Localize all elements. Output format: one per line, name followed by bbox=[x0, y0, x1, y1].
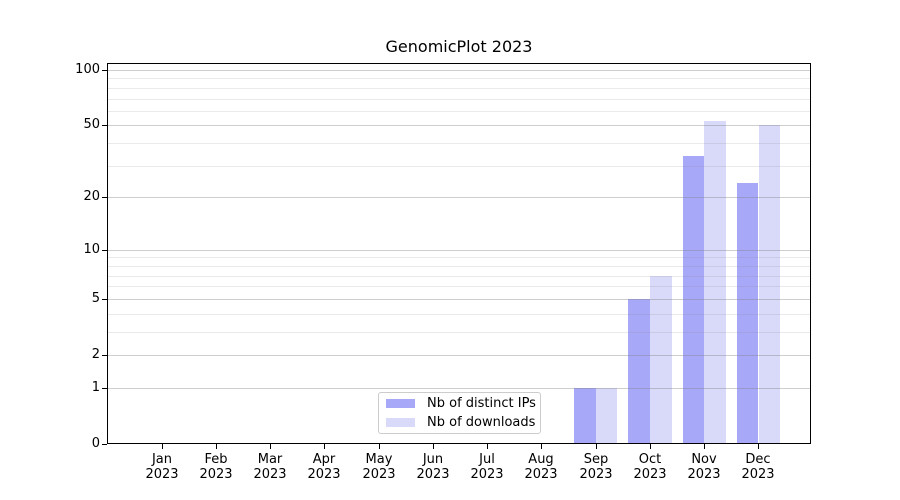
bar-distinct-ips-sep bbox=[574, 387, 596, 444]
y-tickmark bbox=[102, 125, 107, 126]
x-tick-label-may: May 2023 bbox=[362, 452, 396, 482]
legend-entry-distinct-ips: Nb of distinct IPs bbox=[386, 396, 536, 411]
y-tickmark bbox=[102, 299, 107, 300]
x-tick-label-oct: Oct 2023 bbox=[633, 452, 667, 482]
x-tickmark bbox=[270, 444, 271, 449]
minor-gridline bbox=[107, 165, 811, 167]
x-tick-label-sep: Sep 2023 bbox=[579, 452, 613, 482]
y-tickmark bbox=[102, 355, 107, 356]
minor-gridline bbox=[107, 275, 811, 277]
major-gridline bbox=[107, 197, 811, 199]
y-tick-label: 50 bbox=[83, 117, 100, 132]
bar-downloads-nov bbox=[704, 120, 726, 444]
minor-gridline bbox=[107, 265, 811, 267]
minor-gridline bbox=[107, 257, 811, 259]
minor-gridline bbox=[107, 143, 811, 145]
y-tick-label: 5 bbox=[91, 291, 100, 306]
y-tickmark bbox=[102, 444, 107, 445]
y-tick-label: 2 bbox=[91, 347, 100, 362]
x-tick-label-aug: Aug 2023 bbox=[524, 452, 558, 482]
major-gridline bbox=[107, 70, 811, 71]
minor-gridline bbox=[107, 331, 811, 333]
x-tick-label-nov: Nov 2023 bbox=[687, 452, 721, 482]
y-tick-label: 10 bbox=[83, 242, 100, 257]
major-gridline bbox=[107, 249, 811, 251]
y-tick-label: 100 bbox=[75, 62, 100, 77]
major-gridline bbox=[107, 387, 811, 389]
x-tick-label-apr: Apr 2023 bbox=[307, 452, 341, 482]
y-tickmark bbox=[102, 70, 107, 71]
x-tick-label-jun: Jun 2023 bbox=[416, 452, 450, 482]
bar-downloads-oct bbox=[649, 275, 672, 444]
minor-gridline bbox=[107, 98, 811, 100]
minor-gridline bbox=[107, 313, 811, 315]
major-gridline bbox=[107, 125, 811, 127]
minor-gridline bbox=[107, 110, 811, 112]
x-tick-label-jan: Jan 2023 bbox=[145, 452, 179, 482]
y-tick-label: 20 bbox=[83, 189, 100, 204]
x-tickmark bbox=[216, 444, 217, 449]
x-tickmark bbox=[704, 444, 705, 449]
minor-gridline bbox=[107, 286, 811, 288]
x-tickmark bbox=[650, 444, 651, 449]
x-tickmark bbox=[596, 444, 597, 449]
legend-swatch-downloads bbox=[386, 418, 415, 427]
x-tick-label-dec: Dec 2023 bbox=[741, 452, 775, 482]
y-tickmark bbox=[102, 388, 107, 389]
plot-area bbox=[107, 63, 811, 444]
bar-downloads-dec bbox=[758, 125, 781, 444]
major-gridline bbox=[107, 298, 811, 300]
x-tickmark bbox=[379, 444, 380, 449]
x-tickmark bbox=[758, 444, 759, 449]
legend-label-downloads: Nb of downloads bbox=[427, 415, 536, 430]
y-tickmark bbox=[102, 197, 107, 198]
legend: Nb of distinct IPs Nb of downloads bbox=[378, 392, 541, 434]
minor-gridline bbox=[107, 87, 811, 89]
x-tick-label-feb: Feb 2023 bbox=[199, 452, 233, 482]
x-tick-label-jul: Jul 2023 bbox=[470, 452, 504, 482]
bar-distinct-ips-nov bbox=[682, 155, 705, 444]
legend-swatch-distinct-ips bbox=[386, 399, 415, 408]
y-tick-label: 0 bbox=[91, 436, 100, 451]
bar-distinct-ips-dec bbox=[736, 183, 759, 444]
chart-title: GenomicPlot 2023 bbox=[385, 37, 533, 56]
y-tickmark bbox=[102, 250, 107, 251]
y-tick-label: 1 bbox=[91, 380, 100, 395]
minor-gridline bbox=[107, 78, 811, 80]
x-tickmark bbox=[487, 444, 488, 449]
legend-label-distinct-ips: Nb of distinct IPs bbox=[427, 396, 536, 411]
major-gridline bbox=[107, 355, 811, 356]
x-tick-label-mar: Mar 2023 bbox=[253, 452, 287, 482]
bar-distinct-ips-oct bbox=[628, 298, 650, 444]
x-tickmark bbox=[433, 444, 434, 449]
x-tickmark bbox=[541, 444, 542, 449]
legend-entry-downloads: Nb of downloads bbox=[386, 415, 536, 430]
x-tickmark bbox=[162, 444, 163, 449]
bar-downloads-sep bbox=[595, 387, 618, 444]
x-tickmark bbox=[324, 444, 325, 449]
